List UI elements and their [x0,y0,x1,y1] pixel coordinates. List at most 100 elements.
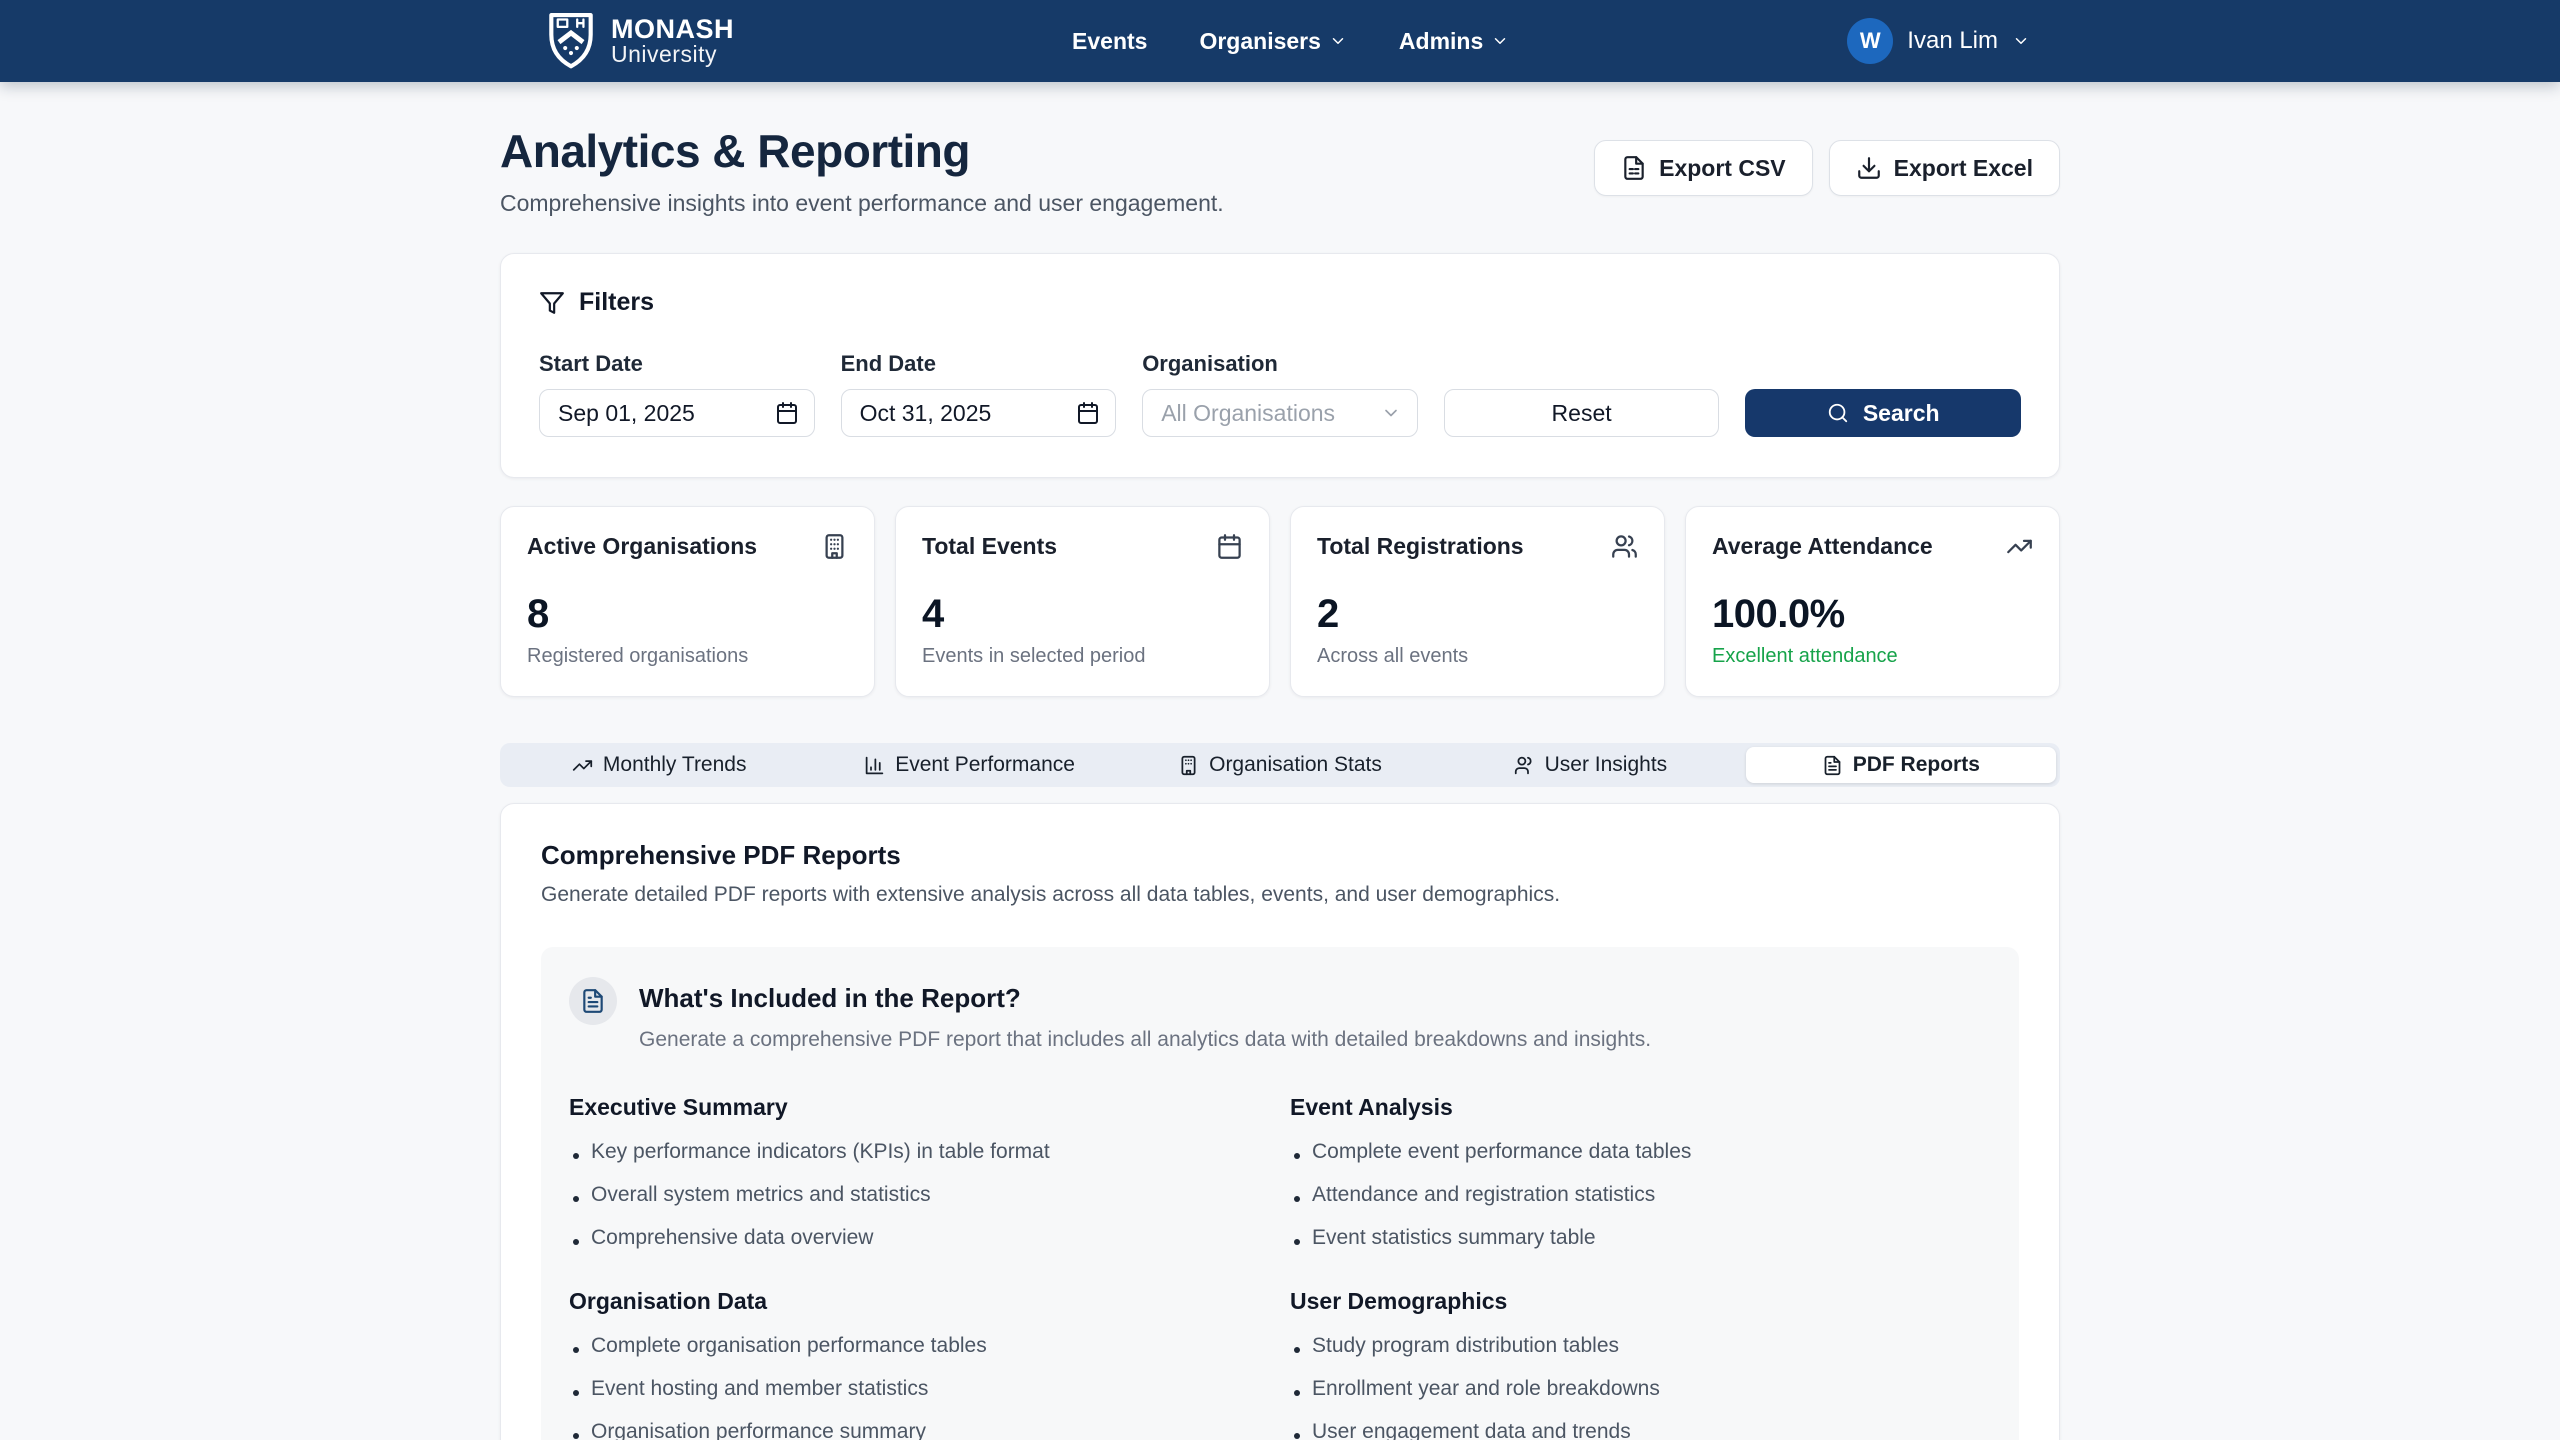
start-date-label: Start Date [539,351,643,376]
stat-card-total-registrations: Total Registrations 2 Across all events [1290,506,1665,697]
tab-event-performance[interactable]: Event Performance [814,747,1124,783]
export-excel-button[interactable]: Export Excel [1828,140,2060,196]
tab-pdf-reports[interactable]: PDF Reports [1745,747,2056,783]
chevron-down-icon [1384,409,1397,417]
start-date-input[interactable] [539,389,815,437]
included-sections: Executive Summary Key performance indica… [569,1094,1991,1440]
filter-icon [540,291,564,314]
organisation-label: Organisation [1142,351,1278,376]
list-item: Complete event performance data tables [1290,1140,1991,1164]
nav-item-organisers-label: Organisers [1199,27,1321,54]
report-icon-badge [569,977,617,1025]
page-title: Analytics & Reporting [500,125,971,177]
monash-logo[interactable]: MONASH University [545,12,734,70]
export-buttons: Export CSV Export Excel [1594,140,2060,196]
export-csv-button[interactable]: Export CSV [1594,140,1813,196]
nav-item-admins-label: Admins [1398,27,1484,54]
stat-card-active-organisations: Active Organisations 8 Registered organi… [500,506,875,697]
reset-column: . Reset [1443,351,1720,437]
trending-up-icon [2007,539,2032,554]
section-user-demographics: User Demographics Study program distribu… [1290,1288,1991,1440]
section-organisation-data: Organisation Data Complete organisation … [569,1288,1270,1440]
report-panel-title: Comprehensive PDF Reports [541,840,901,870]
section-title: Event Analysis [1290,1094,1453,1120]
tab-label: PDF Reports [1852,753,1980,776]
whats-included-description: Generate a comprehensive PDF report that… [639,1028,1652,1051]
file-text-icon [1824,755,1841,775]
stat-card-total-events: Total Events 4 Events in selected period [895,506,1270,697]
building-icon [1181,755,1196,775]
tab-label: Organisation Stats [1209,753,1382,776]
file-csv-icon [1624,156,1644,180]
building-icon [825,534,844,559]
stat-subtitle: Registered organisations [527,645,749,667]
filters-card: Filters Start Date End Date [500,253,2060,478]
start-date-field-group: Start Date [539,351,815,437]
list-item: Event hosting and member statistics [569,1377,1270,1401]
file-text-icon [583,989,603,1013]
stat-value: 2 [1317,592,1339,636]
list-item: Key performance indicators (KPIs) in tab… [569,1140,1270,1164]
search-button-label: Search [1862,399,1940,426]
page-header: Analytics & Reporting Comprehensive insi… [500,124,2060,217]
tab-label: Event Performance [895,753,1075,776]
chevron-down-icon [1495,38,1506,44]
calendar-icon [1218,534,1241,559]
export-excel-label: Export Excel [1893,154,2033,181]
nav-item-events[interactable]: Events [1072,28,1147,55]
brand-line2: University [611,41,717,68]
section-title: Executive Summary [569,1094,788,1120]
filters-title: Filters [579,288,655,316]
stat-subtitle: Events in selected period [922,645,1146,667]
tab-label: Monthly Trends [602,753,747,776]
organisation-field-group: Organisation All Organisations [1142,351,1418,437]
reset-button[interactable]: Reset [1443,389,1720,437]
tab-label: User Insights [1544,753,1668,776]
list-item: Enrollment year and role breakdowns [1290,1377,1991,1401]
stat-value: 8 [527,592,549,636]
stat-subtitle: Across all events [1317,645,1469,667]
tab-monthly-trends[interactable]: Monthly Trends [504,747,814,783]
whats-included-panel: What's Included in the Report? Generate … [541,947,2019,1440]
section-title: Organisation Data [569,1288,768,1314]
user-name: Ivan Lim [1907,27,1998,54]
filters-heading: Filters [539,288,2021,317]
pdf-reports-panel: Comprehensive PDF Reports Generate detai… [500,803,2060,1440]
section-executive-summary: Executive Summary Key performance indica… [569,1094,1270,1250]
search-button[interactable]: Search [1745,389,2021,437]
stat-subtitle: Excellent attendance [1712,645,1898,667]
stat-value: 4 [922,592,944,636]
stat-title: Total Events [922,533,1058,559]
nav-item-events-label: Events [1072,27,1148,54]
report-panel-description: Generate detailed PDF reports with exten… [541,883,1561,906]
stat-value: 100.0% [1712,592,1845,636]
stats-row: Active Organisations 8 Registered organi… [500,506,2060,697]
tab-user-insights[interactable]: User Insights [1435,747,1745,783]
users-icon [1514,756,1532,774]
organisation-select[interactable]: All Organisations [1142,389,1418,437]
monash-shield-icon [549,13,593,69]
end-date-input[interactable] [840,389,1117,437]
user-menu[interactable]: W Ivan Lim [1847,18,2030,64]
tab-organisation-stats[interactable]: Organisation Stats [1125,747,1435,783]
list-item: User engagement data and trends [1290,1420,1991,1440]
users-icon [1612,535,1637,558]
primary-nav: Events Organisers Admins [734,28,1847,55]
search-column: . Search [1745,351,2021,437]
organisation-select-value: All Organisations [1161,399,1336,426]
search-icon [1828,403,1847,423]
bar-chart-icon [865,756,884,774]
export-csv-label: Export CSV [1659,154,1786,181]
list-item: Study program distribution tables [1290,1334,1991,1358]
analytics-tabs: Monthly Trends Event Performance Organis… [500,743,2060,787]
list-item: Organisation performance summary [569,1420,1270,1440]
list-item: Event statistics summary table [1290,1226,1991,1250]
chevron-down-icon [1332,38,1344,44]
section-event-analysis: Event Analysis Complete event performanc… [1290,1094,1991,1250]
section-title: User Demographics [1290,1288,1508,1314]
nav-item-admins[interactable]: Admins [1399,28,1509,55]
chevron-down-icon [2015,38,2027,44]
brand-text: MONASH University [611,15,734,68]
nav-item-organisers[interactable]: Organisers [1199,28,1346,55]
stat-title: Total Registrations [1317,533,1524,559]
